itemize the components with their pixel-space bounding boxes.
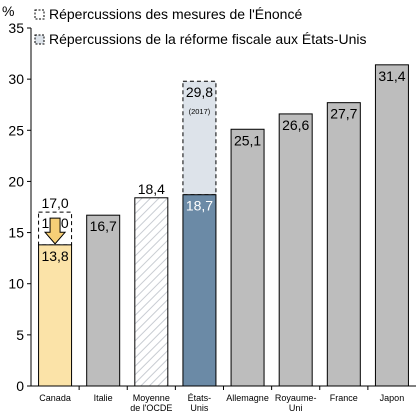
- bar: [182, 194, 217, 387]
- category-label: Japon: [380, 393, 405, 403]
- bar: [38, 244, 73, 387]
- legend-swatch: [34, 9, 45, 20]
- bars-layer: 17,017,013,816,718,429,8(2017)18,725,126…: [38, 64, 409, 387]
- bar: [134, 197, 169, 387]
- value-label-before: 29,8: [186, 84, 213, 100]
- value-label: 18,7: [186, 198, 213, 214]
- legend-label: Répercussions de la réforme fiscale aux …: [49, 31, 366, 47]
- category-label: Uni: [289, 403, 303, 413]
- category-label: Royaume-: [275, 393, 317, 403]
- y-tick-label: 15: [8, 225, 24, 241]
- value-label: 18,4: [138, 181, 165, 197]
- bar: [278, 113, 313, 387]
- bar-before-measures: [38, 211, 73, 246]
- y-tick-label: 20: [8, 173, 24, 189]
- value-label: 27,7: [330, 106, 357, 122]
- category-label: Allemagne: [226, 393, 269, 403]
- bar: [230, 128, 265, 387]
- y-tick-label: 10: [8, 276, 24, 292]
- y-tick-label: 25: [8, 122, 24, 138]
- y-axis-title: %: [2, 3, 14, 19]
- value-label-note: (2017): [189, 107, 211, 116]
- legend-swatch: [34, 34, 45, 45]
- category-label: États-: [188, 393, 212, 403]
- category-label: France: [330, 393, 358, 403]
- category-label: Canada: [39, 393, 71, 403]
- value-label: 13,8: [41, 248, 68, 264]
- category-label: de l'OCDE: [130, 403, 172, 413]
- bar: [374, 64, 409, 387]
- down-arrow-icon: [43, 217, 67, 245]
- value-label: 16,7: [90, 218, 117, 234]
- category-label: Italie: [94, 393, 113, 403]
- bar: [326, 102, 361, 387]
- y-tick-label: 30: [8, 71, 24, 87]
- category-label: Unis: [190, 403, 209, 413]
- y-tick-label: 0: [16, 378, 24, 394]
- value-label: 25,1: [234, 132, 261, 148]
- y-tick-label: 35: [8, 20, 24, 36]
- value-label-before: 17,0: [41, 195, 68, 211]
- y-tick-label: 5: [16, 327, 24, 343]
- value-label: 31,4: [378, 68, 405, 84]
- bar-before-reform: [182, 80, 217, 196]
- value-label: 26,6: [282, 117, 309, 133]
- category-label: Moyenne: [133, 393, 170, 403]
- bar: [86, 214, 121, 387]
- legend: Répercussions des mesures de l'Énoncé Rép…: [34, 6, 366, 47]
- legend-label: Répercussions des mesures de l'Énoncé: [49, 6, 302, 22]
